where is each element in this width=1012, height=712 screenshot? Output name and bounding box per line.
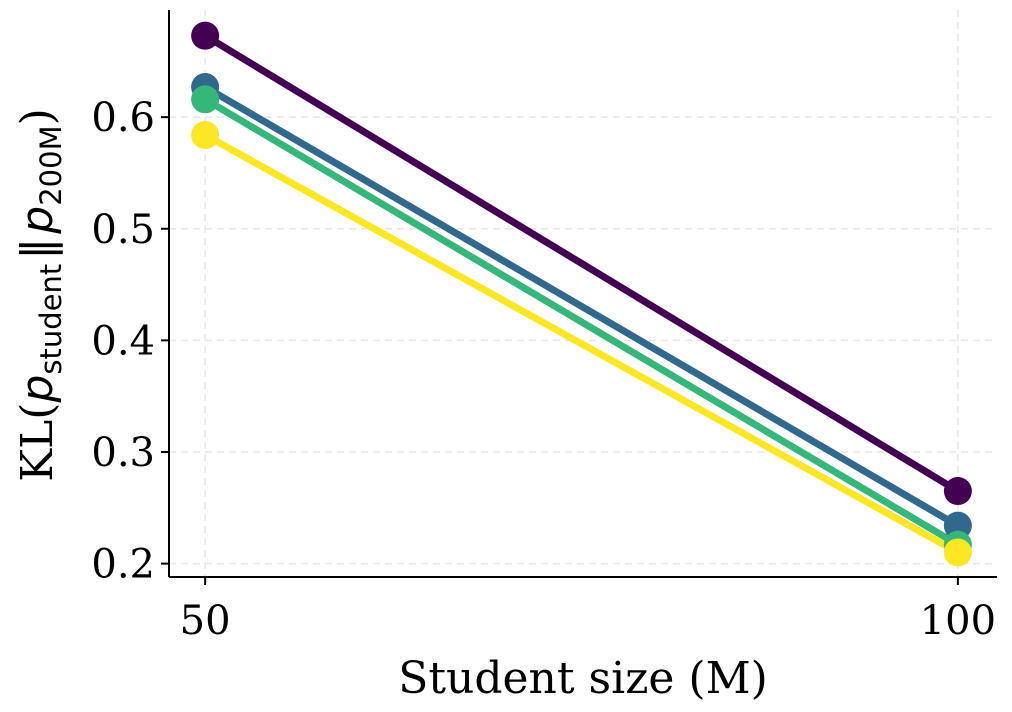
y-tick-label: 0.6 bbox=[91, 95, 155, 141]
y-axis-label-var2: p bbox=[12, 206, 63, 235]
y-axis-label-suffix: ) bbox=[12, 108, 63, 125]
series-line-4 bbox=[201, 131, 962, 556]
series-4-point bbox=[943, 538, 972, 567]
y-tick-label: 0.5 bbox=[91, 207, 155, 253]
series-3-point bbox=[191, 85, 220, 114]
y-axis-label-var1: p bbox=[12, 375, 63, 404]
series-1-point bbox=[943, 477, 972, 506]
y-axis-label-prefix: KL( bbox=[12, 403, 63, 482]
y-axis-label: KL(pstudent‖p200M) bbox=[12, 108, 68, 482]
series-layer bbox=[191, 21, 972, 567]
y-axis-label-sub1: student bbox=[34, 264, 68, 375]
series-line-1 bbox=[201, 32, 962, 495]
x-tick-label: 100 bbox=[920, 598, 996, 644]
x-tick-label: 50 bbox=[180, 598, 231, 644]
ticks: 0.2 0.3 0.4 0.5 0.6 50 100 bbox=[91, 95, 996, 644]
axes bbox=[168, 10, 997, 578]
y-tick-label: 0.4 bbox=[91, 318, 155, 364]
series-1-point bbox=[191, 21, 220, 50]
series-line-3 bbox=[201, 95, 962, 549]
y-axis-label-sub2: 200M bbox=[34, 125, 68, 205]
y-tick-label: 0.3 bbox=[91, 430, 155, 476]
series-line-2 bbox=[201, 83, 962, 530]
y-tick-label: 0.2 bbox=[91, 542, 155, 588]
series-4-point bbox=[191, 121, 220, 150]
x-axis-label: Student size (M) bbox=[398, 653, 768, 704]
y-axis-label-norm: ‖ bbox=[12, 238, 63, 260]
